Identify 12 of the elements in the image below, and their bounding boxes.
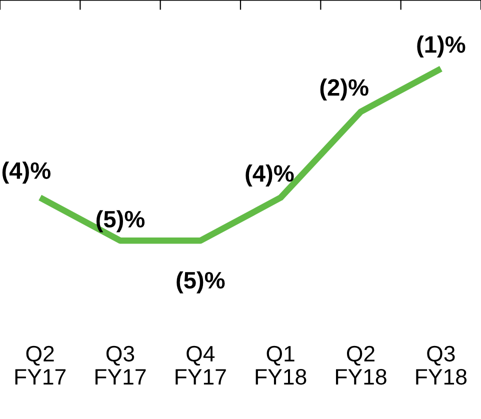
x-tick-label: Q3 FY18: [416, 346, 467, 385]
data-label: (5)%: [176, 271, 225, 294]
x-tick-label: Q1 FY18: [256, 346, 306, 385]
x-tick-label: Q4 FY17: [176, 346, 226, 384]
data-label: (4)%: [2, 162, 50, 184]
data-label: (4)%: [246, 164, 294, 186]
data-label: (1)%: [417, 36, 466, 58]
x-tick-label: Q2 FY17: [15, 346, 66, 384]
x-tick-label: Q3 FY17: [96, 346, 146, 384]
data-label: (5)%: [96, 210, 145, 232]
data-label: (2)%: [320, 78, 368, 101]
x-tick-label: Q2 FY18: [336, 346, 386, 385]
